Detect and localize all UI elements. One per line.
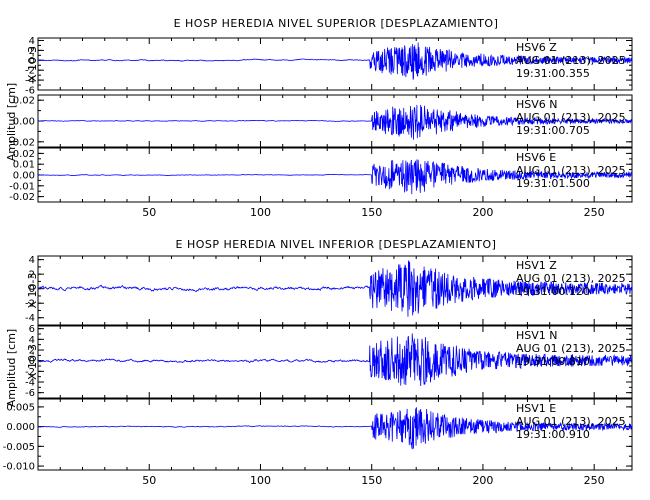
date-label: AUG 01 (213), 2025 — [516, 342, 626, 355]
y-tick-label: 0.01 — [13, 160, 35, 171]
y-tick-label: 0.000 — [6, 422, 35, 433]
y-tick-label: 4 — [29, 255, 35, 266]
y-tick-label: 4 — [29, 335, 35, 346]
channel-label: HSV1 Z — [516, 259, 557, 272]
waveform-trace — [37, 260, 633, 317]
x-tick-label: 150 — [361, 206, 382, 219]
y-tick-label: -6 — [25, 388, 35, 399]
time-label: 19:31:00.705 — [516, 124, 590, 137]
panel-frame — [37, 255, 633, 326]
x-tick-label: 150 — [361, 474, 382, 487]
x-tick-label: 50 — [142, 474, 156, 487]
x-tick-label: 100 — [250, 474, 271, 487]
waveform-trace — [37, 159, 633, 195]
time-label: 19:31:00.120 — [516, 285, 590, 298]
date-label: AUG 01 (213), 2025 — [516, 111, 626, 124]
date-label: AUG 01 (213), 2025 — [516, 415, 626, 428]
x-tick-label: 200 — [472, 206, 493, 219]
y-tick-label: 0.00 — [13, 117, 35, 128]
y-tick-label: -2 — [25, 367, 35, 378]
y-tick-label: 0.00 — [13, 171, 35, 182]
y-tick-label: 0 — [29, 56, 35, 67]
chart-title: E HOSP HEREDIA NIVEL SUPERIOR [DESPLAZAM… — [174, 17, 499, 30]
y-tick-label: 0.005 — [6, 402, 35, 413]
scale-multiplier-label: X 10-3 — [26, 273, 39, 309]
y-tick-label: -0.01 — [9, 181, 35, 192]
y-tick-label: 0.02 — [13, 96, 35, 107]
y-tick-label: 4 — [29, 36, 35, 47]
y-tick-label: -0.005 — [3, 442, 35, 453]
x-tick-label: 200 — [472, 474, 493, 487]
y-tick-label: -4 — [25, 313, 35, 324]
channel-label: HSV6 N — [516, 98, 558, 111]
y-tick-label: -0.02 — [9, 137, 35, 148]
time-label: 19:31:00.355 — [516, 67, 590, 80]
y-axis-label: Amplitud [cm] — [5, 329, 18, 407]
y-tick-label: 2 — [29, 270, 35, 281]
scale-multiplier-label: X 10-3 — [26, 46, 39, 82]
y-tick-label: 0 — [29, 356, 35, 367]
channel-label: HSV6 E — [516, 151, 556, 164]
scale-multiplier-label: X 10-3 — [26, 344, 39, 380]
time-label: 19:31:00.910 — [516, 428, 590, 441]
panel-frame — [37, 325, 633, 399]
y-tick-label: 0.02 — [13, 149, 35, 160]
x-tick-label: 250 — [584, 474, 605, 487]
channel-label: HSV1 N — [516, 329, 558, 342]
chart-upper-level: E HOSP HEREDIA NIVEL SUPERIOR [DESPLAZAM… — [5, 17, 633, 219]
chart-title: E HOSP HEREDIA NIVEL INFERIOR [DESPLAZAM… — [176, 238, 497, 251]
time-label: 19:31:01.500 — [516, 177, 590, 190]
time-label: 19:31:00.810 — [516, 355, 590, 368]
y-tick-label: -2 — [25, 66, 35, 77]
date-label: AUG 01 (213), 2025 — [516, 164, 626, 177]
waveform-trace — [37, 104, 633, 140]
y-tick-label: 2 — [29, 46, 35, 57]
panel-frame — [37, 398, 633, 471]
panel-frame — [37, 37, 633, 91]
y-tick-label: 2 — [29, 346, 35, 357]
x-tick-label: 250 — [584, 206, 605, 219]
chart-lower-level: E HOSP HEREDIA NIVEL INFERIOR [DESPLAZAM… — [3, 238, 633, 487]
channel-label: HSV1 E — [516, 402, 556, 415]
y-tick-label: -0.010 — [3, 462, 35, 473]
channel-label: HSV6 Z — [516, 41, 557, 54]
y-axis-label: Amplitud [cm] — [5, 83, 18, 161]
y-tick-label: -2 — [25, 299, 35, 310]
y-tick-label: -6 — [25, 86, 35, 97]
x-tick-label: 100 — [250, 206, 271, 219]
y-tick-label: 6 — [29, 324, 35, 335]
x-tick-label: 50 — [142, 206, 156, 219]
waveform-trace — [37, 407, 633, 450]
y-tick-label: 0 — [29, 284, 35, 295]
waveform-trace — [37, 42, 633, 80]
date-label: AUG 01 (213), 2025 — [516, 272, 626, 285]
y-tick-label: -4 — [25, 76, 35, 87]
y-tick-label: -4 — [25, 378, 35, 389]
date-label: AUG 01 (213), 2025 — [516, 54, 626, 67]
y-tick-label: -0.02 — [9, 192, 35, 203]
waveform-trace — [37, 333, 633, 387]
